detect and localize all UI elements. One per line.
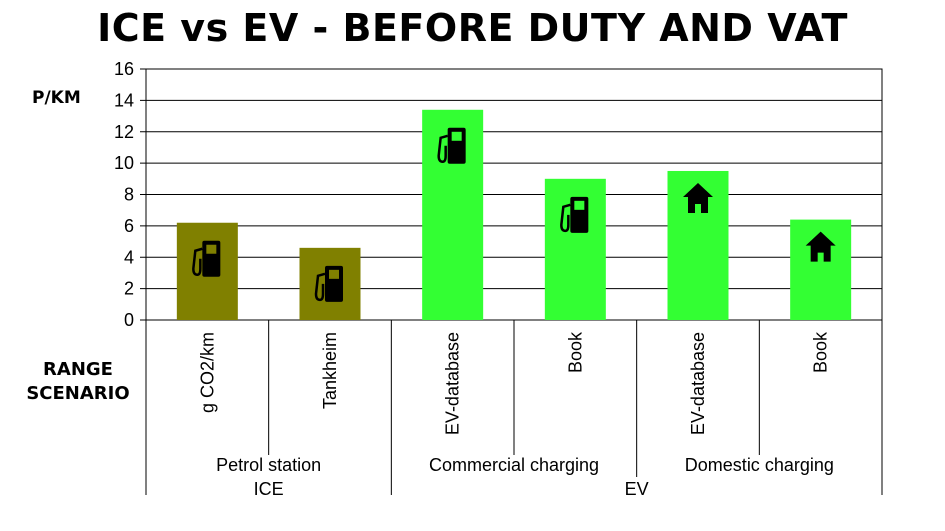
group-label: Petrol station (216, 455, 321, 475)
y-tick-label: 14 (114, 90, 134, 110)
y-tick-label: 12 (114, 122, 134, 142)
pump-window (574, 200, 585, 210)
fuel-pump-icon (437, 127, 466, 164)
pump-window (451, 131, 462, 141)
y-tick-label: 16 (114, 59, 134, 79)
x-axis-label: RANGE SCENARIO (26, 359, 130, 404)
y-tick-label: 2 (124, 279, 134, 299)
group-label: Commercial charging (429, 455, 599, 475)
y-tick-label: 4 (124, 247, 134, 267)
house-icon (683, 182, 713, 213)
house-icon (805, 231, 836, 262)
y-tick-label: 0 (124, 310, 134, 330)
category-label: EV-database (443, 332, 463, 435)
group-label: Domestic charging (685, 455, 834, 475)
pump-hose (560, 203, 571, 233)
house-shape (683, 182, 713, 213)
y-tick-label: 10 (114, 153, 134, 173)
group-label: ICE (254, 479, 284, 499)
y-axis-label: P/KM (32, 88, 81, 108)
pump-window (206, 244, 217, 254)
category-label: Tankheim (320, 332, 340, 409)
fuel-pump-icon (314, 265, 343, 302)
category-label: g CO2/km (197, 332, 217, 413)
category-label: EV-database (688, 332, 708, 435)
category-label: Book (565, 331, 585, 373)
pump-hose (437, 134, 449, 164)
pump-hose (192, 247, 203, 276)
fuel-pump-icon (192, 240, 221, 277)
fuel-pump-icon (560, 196, 589, 233)
house-shape (805, 231, 836, 262)
group-label: EV (625, 479, 649, 499)
category-label: Book (811, 331, 831, 373)
chart-title: ICE vs EV - BEFORE DUTY AND VAT (97, 6, 848, 50)
y-tick-label: 8 (124, 185, 134, 205)
pump-hose (314, 272, 326, 302)
pump-window (329, 269, 339, 279)
y-tick-label: 6 (124, 216, 134, 236)
